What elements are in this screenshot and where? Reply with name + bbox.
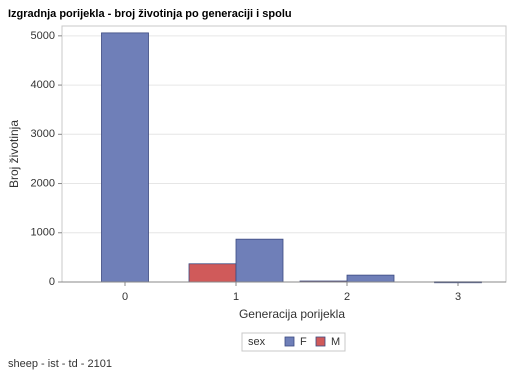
- y-tick-label: 1000: [31, 227, 55, 239]
- legend-label: F: [300, 336, 307, 348]
- x-tick-label: 0: [122, 291, 128, 303]
- y-axis-label: Broj životinja: [7, 120, 21, 188]
- x-axis-label: Generacija porijekla: [239, 307, 345, 321]
- x-tick-label: 3: [455, 291, 461, 303]
- y-tick-label: 4000: [31, 79, 55, 91]
- y-tick-label: 5000: [31, 30, 55, 42]
- y-tick-label: 2000: [31, 177, 55, 189]
- bar: [188, 263, 237, 283]
- footnote: sheep - ist - td - 2101: [8, 358, 112, 370]
- legend-swatch: [315, 336, 326, 347]
- x-tick-label: 1: [233, 291, 239, 303]
- bar: [235, 238, 284, 283]
- y-tick-label: 3000: [31, 128, 55, 140]
- bar: [346, 274, 395, 283]
- bar: [101, 32, 149, 283]
- legend-swatch: [284, 336, 295, 347]
- legend-label: M: [331, 336, 340, 348]
- x-tick-label: 2: [344, 291, 350, 303]
- chart-title: Izgradnja porijekla - broj životinja po …: [8, 8, 292, 20]
- legend-title: sex: [248, 336, 266, 348]
- y-tick-label: 0: [49, 276, 55, 288]
